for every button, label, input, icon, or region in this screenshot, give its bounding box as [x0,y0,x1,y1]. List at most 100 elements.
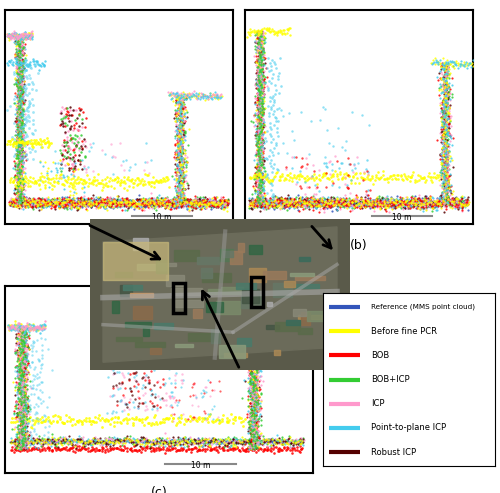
Point [18,371,25,379]
Point [17,198,25,206]
Point [50,158,58,166]
Point [422,198,430,206]
Point [244,33,252,40]
Point [250,357,258,365]
Point [6,58,14,66]
Point [190,445,198,453]
Point [17,398,25,406]
Point [176,161,184,169]
Point [11,39,19,47]
Point [113,434,121,442]
Point [276,439,283,447]
Point [24,107,32,115]
Point [443,170,451,177]
Point [287,313,295,321]
Point [439,159,447,167]
Point [26,197,34,205]
Point [256,185,264,193]
Point [440,198,448,206]
Point [248,444,256,452]
Point [19,153,27,161]
Point [384,198,392,206]
Point [222,440,230,448]
Point [238,317,246,324]
Point [174,199,182,207]
Point [257,304,265,312]
Point [252,388,260,396]
Point [20,343,28,351]
Point [440,135,448,142]
Point [457,198,465,206]
Point [354,174,362,181]
Point [244,336,252,344]
Point [13,116,21,124]
Point [48,198,56,206]
Point [148,437,156,445]
Point [444,146,452,154]
Point [370,199,378,207]
Point [248,398,256,406]
Point [256,403,264,411]
Point [17,385,25,393]
Point [254,77,262,85]
Point [251,347,259,354]
Point [122,437,130,445]
Point [62,438,70,446]
Point [17,335,25,343]
Point [440,72,448,80]
Point [20,423,28,431]
Point [20,338,28,346]
Point [108,434,116,442]
Point [248,352,256,359]
Point [360,169,368,177]
Point [14,201,22,209]
Point [22,362,30,370]
Point [442,85,450,93]
Point [282,443,290,451]
Point [336,198,344,206]
Point [448,195,456,203]
Point [252,352,260,359]
Point [130,438,138,446]
Point [254,115,262,123]
Point [39,162,47,170]
Point [175,92,183,100]
Point [22,201,30,209]
Point [179,149,187,157]
Point [448,141,456,149]
Point [386,198,394,206]
Point [174,139,182,146]
Point [247,412,255,420]
Point [254,149,262,157]
Point [245,417,253,425]
Point [407,202,415,210]
Point [457,60,465,68]
Point [208,445,216,453]
Point [428,173,436,181]
Point [17,352,25,360]
Point [263,82,271,90]
Point [193,199,201,207]
Point [254,315,262,323]
Point [257,27,265,35]
Point [241,304,249,312]
Point [20,411,28,419]
Point [258,140,266,148]
Point [168,436,175,444]
Point [19,140,27,148]
Point [368,197,376,205]
Point [262,175,270,183]
Point [364,200,372,208]
Point [258,121,266,129]
Point [32,444,40,452]
Point [134,404,141,412]
Point [436,168,444,176]
Point [252,327,260,335]
Point [18,418,25,425]
Point [214,199,222,207]
Point [326,170,334,177]
Point [176,124,184,132]
Point [256,49,264,57]
Point [258,102,266,110]
Point [12,197,20,205]
